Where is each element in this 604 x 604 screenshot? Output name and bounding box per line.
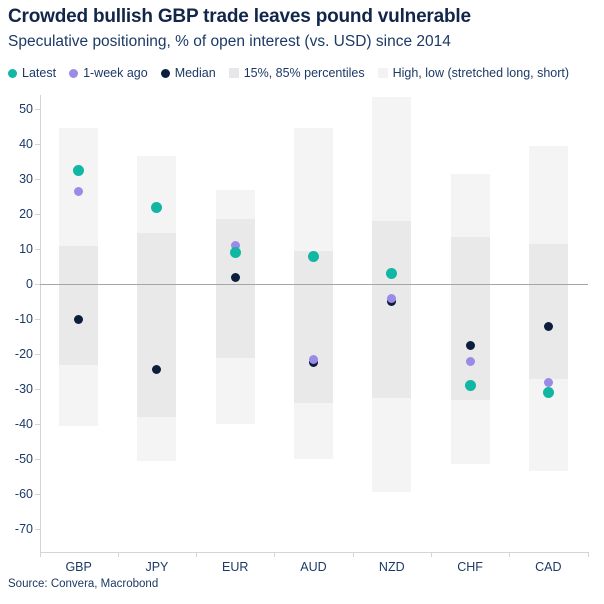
y-tick-label--60: -60 [14,487,33,501]
median-dot-chf [465,340,475,350]
percentile-bar-gbp [59,245,99,365]
week-ago-dot-chf [465,356,475,366]
legend-item-latest: Latest [8,66,56,80]
x-axis-line [39,551,588,553]
x-category-label-gbp: GBP [65,559,92,574]
zero-line [39,284,588,285]
y-tick-label-10: 10 [19,242,33,256]
percentile-bar-eur [215,219,255,358]
week-ago-dot-gbp [74,186,84,196]
x-tick-mark [274,551,276,557]
median-dot-cad [543,321,553,331]
y-axis-line [39,95,41,552]
x-category-label-chf: CHF [457,559,483,574]
x-category-label-jpy: JPY [145,559,169,574]
legend-item-median: Median [160,66,216,80]
y-tick-mark [34,354,40,355]
percentile-bar-chf [450,236,490,400]
legend-label: High, low (stretched long, short) [392,66,570,80]
y-tick-label--70: -70 [14,522,33,536]
latest-dot-gbp [73,164,85,176]
x-category-label-eur: EUR [222,559,249,574]
y-tick-mark [34,284,40,285]
x-category-label-nzd: NZD [378,559,405,574]
legend: Latest 1-week ago Median 15%, 85% percentil… [8,66,600,80]
percentile-bar-cad [528,243,568,379]
y-tick-label--30: -30 [14,382,33,396]
y-tick-label-40: 40 [19,137,33,151]
latest-dot-chf [464,380,476,391]
x-tick-mark [352,551,354,557]
x-category-label-cad: CAD [535,559,562,574]
x-tick-mark [117,551,119,557]
week-ago-dot-cad [543,377,553,387]
median-dot-eur [230,272,240,282]
legend-dot-icon [8,68,17,78]
legend-item-15-85-percentiles: 15%, 85% percentiles [228,66,365,80]
y-tick-label-50: 50 [19,102,33,116]
y-tick-label--10: -10 [14,312,33,326]
legend-item-high-low-stretched-long-short: High, low (stretched long, short) [377,66,570,80]
legend-label: Median [174,66,216,80]
legend-label: 15%, 85% percentiles [243,66,365,80]
y-tick-label--40: -40 [14,417,33,431]
week-ago-dot-eur [230,241,240,250]
week-ago-dot-nzd [387,293,397,303]
y-tick-label-20: 20 [19,207,33,221]
chart-title: Crowded bullish GBP trade leaves pound v… [8,6,471,27]
latest-dot-jpy [151,201,163,213]
percentile-bar-aud [294,250,333,403]
x-tick-mark [196,551,198,557]
y-tick-mark [34,249,40,250]
legend-dot-icon [69,68,79,78]
y-tick-mark [34,459,40,460]
percentile-bar-jpy [137,233,177,417]
y-tick-mark [34,319,40,320]
y-tick-mark [34,494,40,495]
latest-dot-aud [308,250,319,262]
y-tick-mark [34,529,40,530]
y-tick-mark [34,179,40,180]
week-ago-dot-aud [309,354,318,364]
y-tick-mark [34,389,40,390]
legend-square-icon [228,68,239,78]
percentile-bar-nzd [372,221,412,398]
x-tick-mark [39,551,41,557]
latest-dot-nzd [386,268,398,279]
latest-dot-eur [229,247,241,258]
y-tick-label--50: -50 [14,452,33,466]
x-tick-mark [587,551,589,557]
y-tick-mark [34,109,40,110]
legend-item-1-week-ago: 1-week ago [69,66,148,80]
y-tick-mark [34,214,40,215]
median-dot-gbp [74,314,84,324]
legend-label: 1-week ago [83,66,148,80]
x-tick-mark [509,551,511,557]
latest-dot-cad [542,387,554,398]
x-category-label-aud: AUD [300,559,327,574]
median-dot-jpy [152,365,162,375]
legend-dot-icon [160,68,170,78]
y-tick-label-30: 30 [19,172,33,186]
y-tick-label-0: 0 [26,277,33,291]
y-tick-mark [34,144,40,145]
x-tick-mark [430,551,432,557]
legend-label: Latest [22,66,57,80]
y-tick-mark [34,424,40,425]
legend-square-icon [377,68,388,78]
chart-subtitle: Speculative positioning, % of open inter… [8,33,451,50]
y-tick-label--20: -20 [14,347,33,361]
source-note: Source: Convera, Macrobond [8,578,159,590]
